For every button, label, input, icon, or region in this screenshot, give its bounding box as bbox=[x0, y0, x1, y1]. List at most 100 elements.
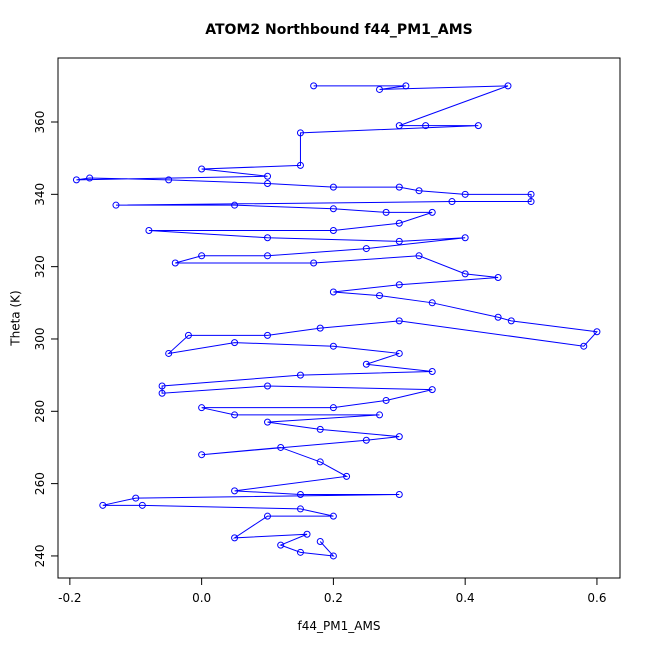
data-point bbox=[112, 201, 120, 209]
y-tick-label: 320 bbox=[33, 255, 47, 278]
data-point bbox=[184, 331, 192, 339]
data-point bbox=[296, 161, 304, 169]
data-point bbox=[231, 411, 239, 419]
data-point bbox=[296, 129, 304, 137]
x-tick-label: 0.6 bbox=[587, 591, 606, 605]
data-point bbox=[158, 382, 166, 390]
y-tick-label: 240 bbox=[33, 544, 47, 567]
data-point bbox=[382, 396, 390, 404]
data-point bbox=[428, 386, 436, 394]
data-point bbox=[231, 534, 239, 542]
data-point bbox=[231, 339, 239, 347]
data-point bbox=[329, 205, 337, 213]
data-point bbox=[362, 360, 370, 368]
data-point bbox=[527, 198, 535, 206]
data-point bbox=[264, 382, 272, 390]
data-point bbox=[415, 187, 423, 195]
data-point bbox=[402, 82, 410, 90]
data-point bbox=[428, 368, 436, 376]
data-point bbox=[171, 259, 179, 267]
data-point bbox=[395, 219, 403, 227]
data-point bbox=[198, 404, 206, 412]
x-tick-label: 0.0 bbox=[192, 591, 211, 605]
data-point bbox=[415, 252, 423, 260]
x-axis-label: f44_PM1_AMS bbox=[298, 619, 381, 633]
data-point bbox=[296, 548, 304, 556]
data-point bbox=[343, 472, 351, 480]
data-point bbox=[395, 349, 403, 357]
data-point bbox=[296, 505, 304, 513]
data-point bbox=[395, 281, 403, 289]
data-point bbox=[382, 208, 390, 216]
data-point bbox=[296, 371, 304, 379]
data-point bbox=[527, 190, 535, 198]
data-point bbox=[428, 208, 436, 216]
data-point bbox=[329, 552, 337, 560]
data-line bbox=[76, 85, 598, 557]
y-tick-label: 360 bbox=[33, 111, 47, 134]
data-point bbox=[316, 458, 324, 466]
data-point bbox=[99, 501, 107, 509]
data-point bbox=[504, 82, 512, 90]
data-point bbox=[395, 122, 403, 130]
data-point bbox=[165, 349, 173, 357]
data-point bbox=[428, 299, 436, 307]
x-tick-label: -0.2 bbox=[58, 591, 81, 605]
data-point bbox=[264, 512, 272, 520]
plot-frame bbox=[57, 57, 621, 579]
data-point bbox=[138, 501, 146, 509]
data-point bbox=[448, 198, 456, 206]
data-point bbox=[165, 176, 173, 184]
chart-title: ATOM2 Northbound f44_PM1_AMS bbox=[205, 22, 472, 38]
data-point bbox=[395, 490, 403, 498]
data-point bbox=[461, 270, 469, 278]
data-point bbox=[316, 537, 324, 545]
data-point bbox=[198, 451, 206, 459]
data-point bbox=[474, 122, 482, 130]
data-point bbox=[264, 252, 272, 260]
data-point bbox=[593, 328, 601, 336]
data-point bbox=[86, 174, 94, 182]
data-point bbox=[231, 487, 239, 495]
data-point bbox=[316, 324, 324, 332]
y-tick-label: 300 bbox=[33, 328, 47, 351]
data-point bbox=[329, 404, 337, 412]
y-tick-label: 340 bbox=[33, 183, 47, 206]
data-point bbox=[198, 165, 206, 173]
data-point bbox=[461, 190, 469, 198]
data-point bbox=[264, 179, 272, 187]
y-tick-label: 280 bbox=[33, 400, 47, 423]
data-point bbox=[310, 259, 318, 267]
data-point bbox=[329, 183, 337, 191]
data-point bbox=[310, 82, 318, 90]
data-point bbox=[132, 494, 140, 502]
data-point bbox=[316, 425, 324, 433]
data-point bbox=[362, 245, 370, 253]
data-point bbox=[395, 183, 403, 191]
data-point bbox=[422, 122, 430, 130]
data-point bbox=[376, 292, 384, 300]
y-axis-label: Theta (K) bbox=[9, 290, 23, 346]
data-point bbox=[277, 541, 285, 549]
data-point bbox=[580, 342, 588, 350]
data-point bbox=[494, 313, 502, 321]
data-point bbox=[277, 443, 285, 451]
x-tick-label: 0.4 bbox=[456, 591, 475, 605]
data-point bbox=[231, 201, 239, 209]
data-point bbox=[376, 411, 384, 419]
data-point bbox=[158, 389, 166, 397]
data-point bbox=[145, 226, 153, 234]
data-point bbox=[329, 342, 337, 350]
data-point bbox=[376, 85, 384, 93]
data-point bbox=[72, 176, 80, 184]
data-point bbox=[264, 172, 272, 180]
y-tick-label: 260 bbox=[33, 472, 47, 495]
data-point bbox=[329, 288, 337, 296]
data-point bbox=[461, 234, 469, 242]
data-point bbox=[395, 237, 403, 245]
data-point bbox=[494, 273, 502, 281]
data-point bbox=[395, 433, 403, 441]
data-point bbox=[303, 530, 311, 538]
data-point bbox=[329, 226, 337, 234]
